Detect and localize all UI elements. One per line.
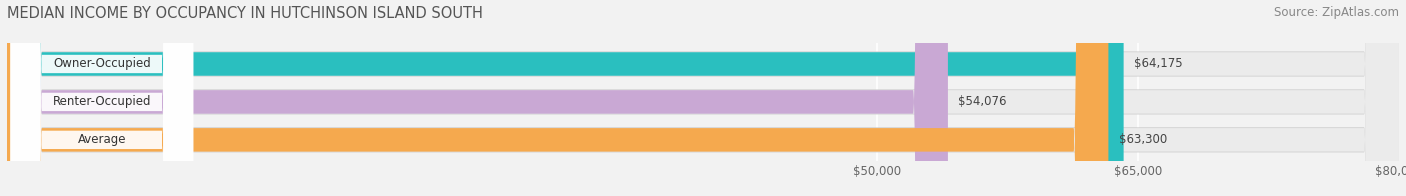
FancyBboxPatch shape (7, 0, 1123, 196)
Text: MEDIAN INCOME BY OCCUPANCY IN HUTCHINSON ISLAND SOUTH: MEDIAN INCOME BY OCCUPANCY IN HUTCHINSON… (7, 6, 482, 21)
Text: $54,076: $54,076 (959, 95, 1007, 108)
FancyBboxPatch shape (7, 0, 948, 196)
Text: $64,175: $64,175 (1135, 57, 1182, 71)
FancyBboxPatch shape (10, 0, 193, 196)
FancyBboxPatch shape (7, 0, 1399, 196)
Text: Owner-Occupied: Owner-Occupied (53, 57, 150, 71)
Text: Average: Average (77, 133, 127, 146)
Text: $63,300: $63,300 (1119, 133, 1167, 146)
FancyBboxPatch shape (7, 0, 1399, 196)
FancyBboxPatch shape (7, 0, 1399, 196)
FancyBboxPatch shape (7, 0, 1399, 196)
Text: Renter-Occupied: Renter-Occupied (52, 95, 150, 108)
FancyBboxPatch shape (10, 0, 193, 196)
FancyBboxPatch shape (7, 0, 1399, 196)
Text: Source: ZipAtlas.com: Source: ZipAtlas.com (1274, 6, 1399, 19)
FancyBboxPatch shape (7, 0, 1399, 196)
FancyBboxPatch shape (10, 0, 193, 196)
FancyBboxPatch shape (7, 0, 1108, 196)
